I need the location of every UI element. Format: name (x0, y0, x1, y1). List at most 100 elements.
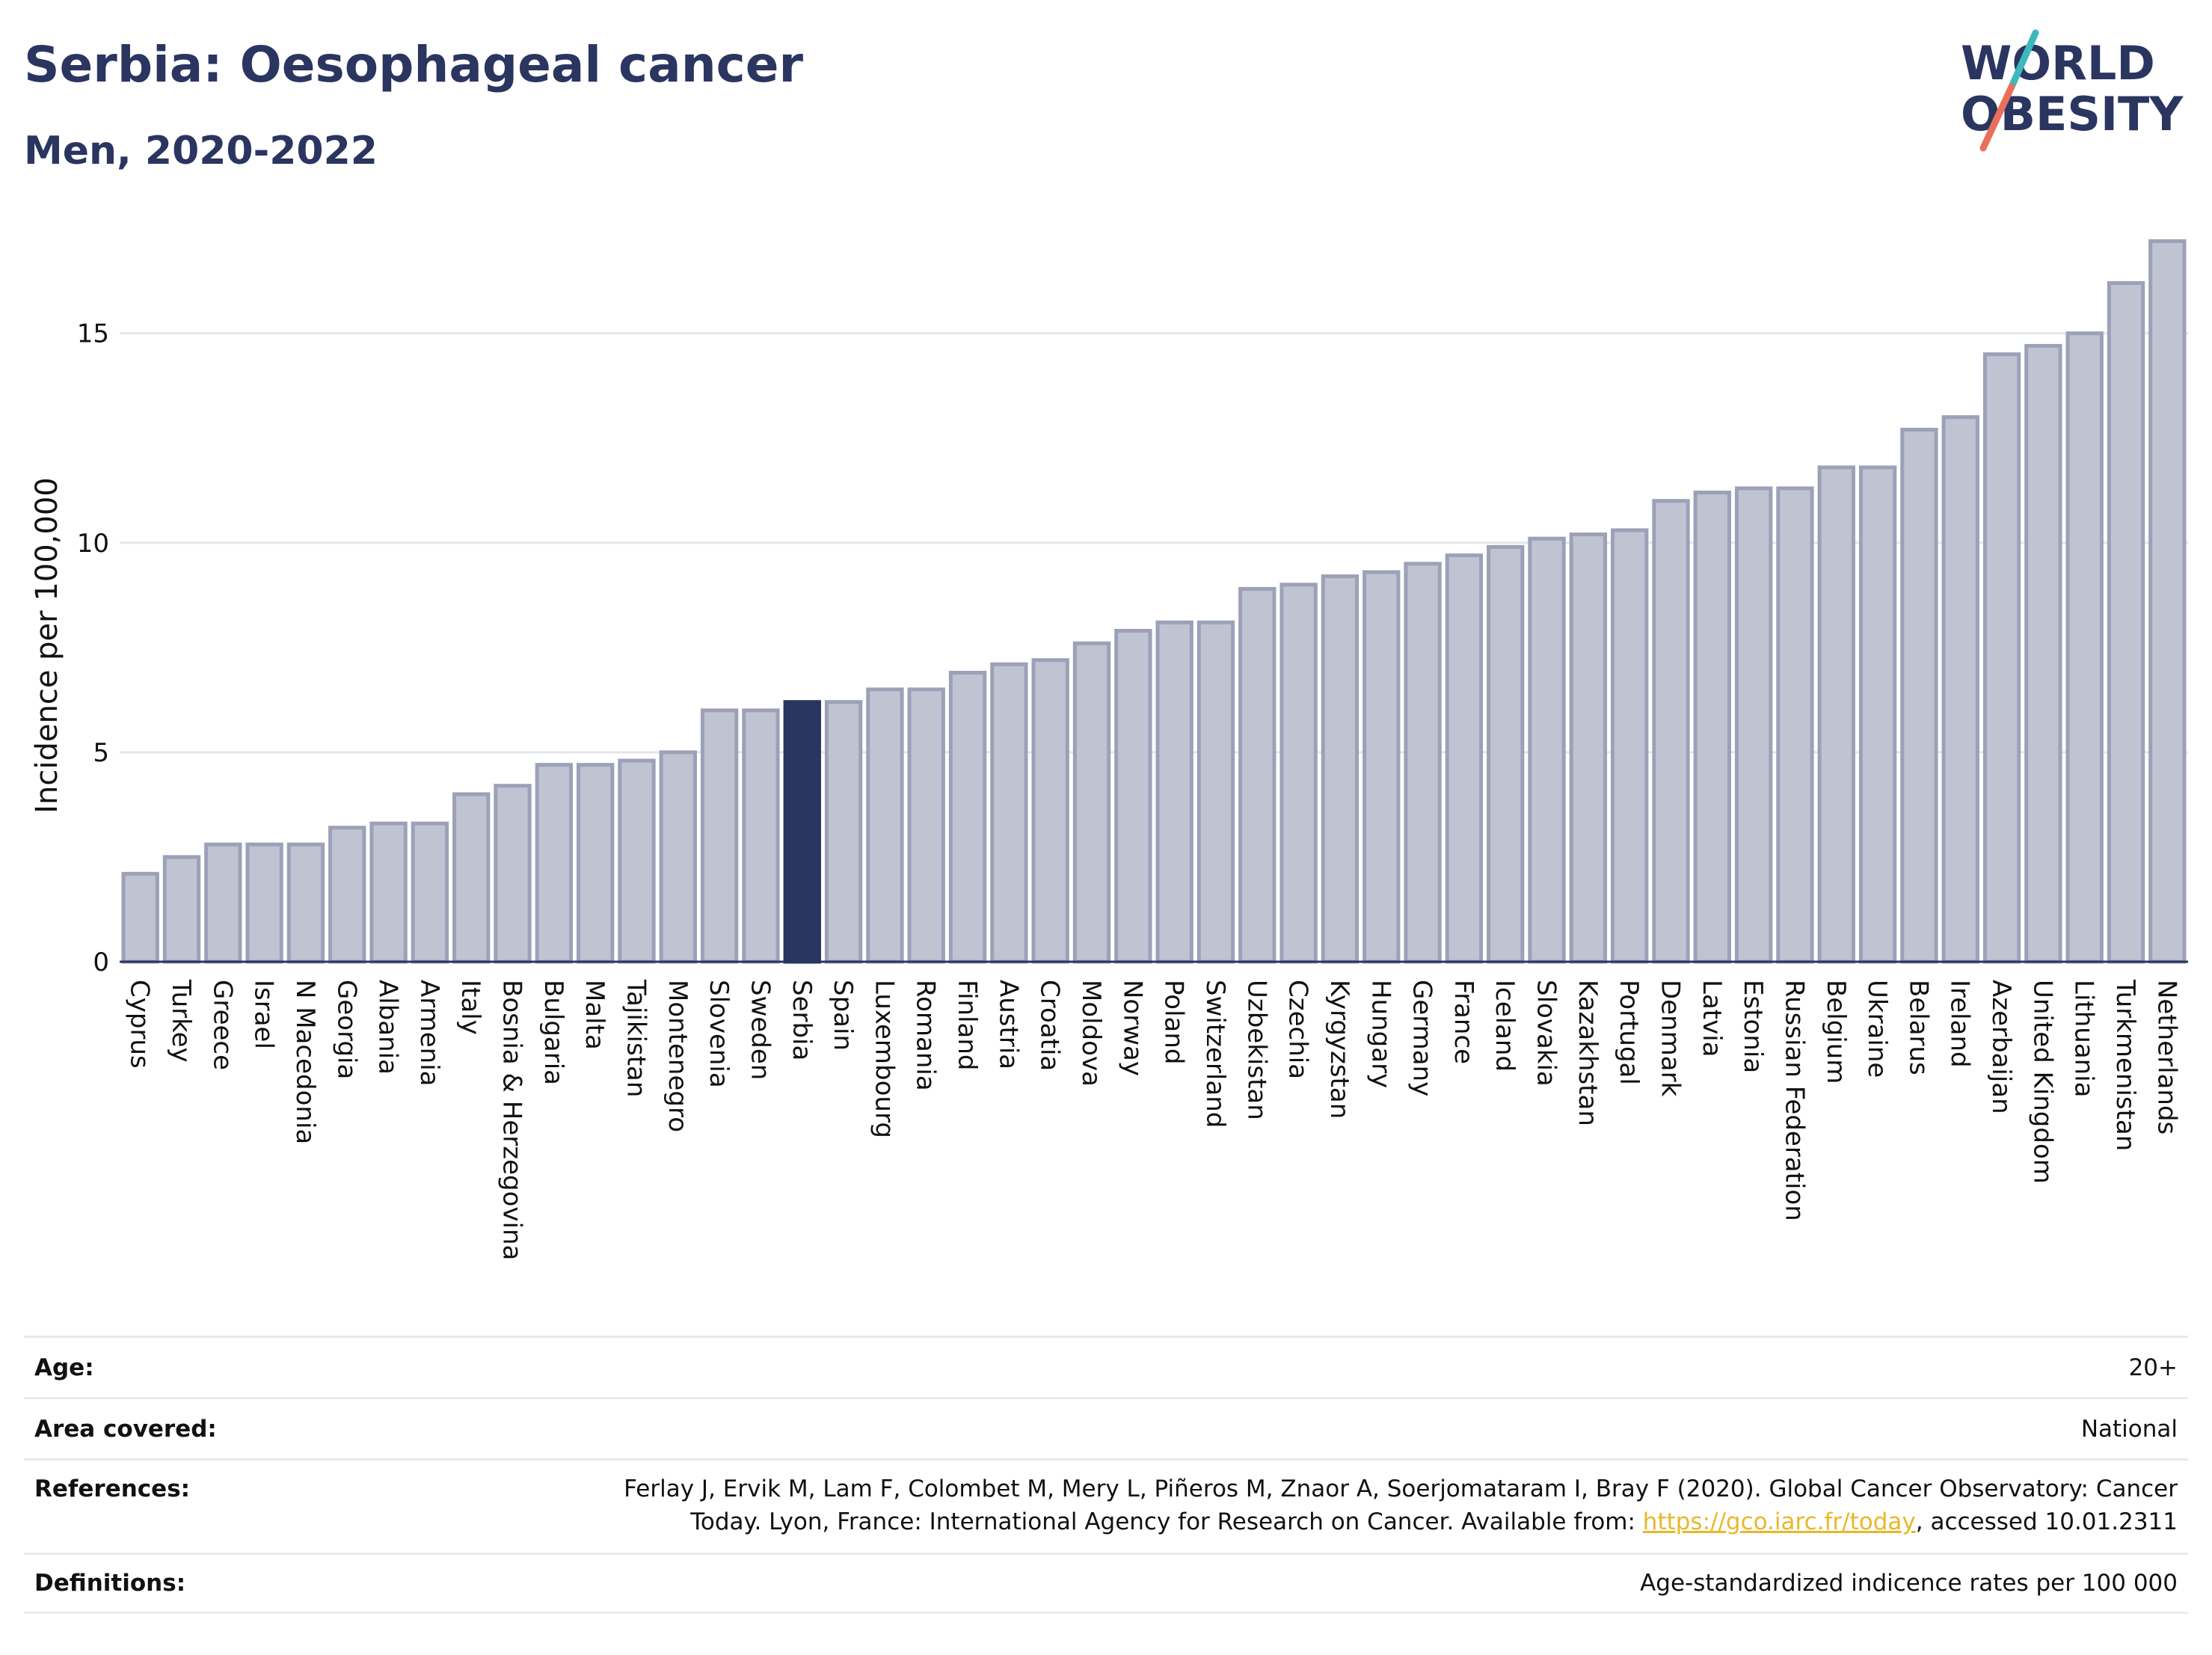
bar-italy (452, 792, 491, 964)
logo-slash-top (2008, 29, 2039, 90)
bar-georgia (328, 826, 366, 964)
bar-ukraine (1858, 465, 1897, 964)
bar-estonia (1734, 486, 1773, 964)
y-tick-label: 10 (77, 529, 109, 559)
meta-row-definitions: Definitions: Age-standardized indicence … (24, 1553, 2188, 1614)
x-tick-label: Greece (207, 980, 237, 1070)
x-tick-label: Czechia (1283, 980, 1313, 1079)
bar-tajikistan (618, 758, 656, 964)
x-tick-label: Sweden (745, 980, 775, 1080)
x-tick-label: Turkmenistan (2110, 979, 2140, 1151)
bar-croatia (1031, 658, 1069, 964)
y-tick-label: 0 (93, 948, 109, 977)
chart-title: Serbia: Oesophageal cancer (24, 36, 804, 93)
x-tick-label: Belarus (1903, 980, 1933, 1075)
bar-austria (990, 662, 1028, 964)
bars (121, 239, 2187, 964)
x-tick-label: Croatia (1035, 980, 1065, 1071)
meta-row-area: Area covered: National (24, 1397, 2188, 1458)
x-tick-label: Poland (1159, 980, 1189, 1065)
bar-chart: 0 5 10 15 Cyprus Turkey Greece Israel N Macedon… (30, 239, 2188, 1260)
meta-row-references: References: Ferlay J, Ervik M, Lam F, Co… (24, 1458, 2188, 1553)
x-tick-label: Azerbaijan (1986, 980, 2016, 1114)
x-tick-label: Kazakhstan (1573, 980, 1603, 1126)
bar-hungary (1362, 570, 1401, 964)
area-label: Area covered: (34, 1415, 217, 1443)
x-tick-label: Lithuania (2069, 980, 2099, 1097)
bar-slovakia (1528, 536, 1566, 964)
bar-portugal (1610, 528, 1649, 964)
x-tick-label: Slovakia (1531, 980, 1561, 1087)
bar-switzerland (1196, 620, 1235, 964)
bar-malta (576, 763, 615, 964)
x-tick-label: Germany (1407, 980, 1437, 1096)
bar-moldova (1072, 641, 1111, 964)
bar-romania (907, 687, 945, 964)
x-tick-label: Norway (1117, 980, 1147, 1076)
bar-france (1445, 553, 1484, 964)
bar-denmark (1652, 499, 1690, 964)
x-tick-label: Kyrgyzstan (1324, 980, 1354, 1119)
y-axis-title: Incidence per 100,000 (30, 477, 64, 814)
x-tick-label: Tajikistan (621, 979, 651, 1097)
x-tick-label: Belgium (1821, 980, 1851, 1084)
bar-belarus (1900, 428, 1938, 964)
x-tick-label: Latvia (1697, 980, 1727, 1057)
bar-montenegro (659, 750, 698, 964)
bar-united-kingdom (2024, 343, 2062, 964)
bar-slovenia (700, 708, 739, 964)
bar-belgium (1817, 465, 1855, 964)
x-tick-label: Spain (828, 980, 858, 1051)
x-tick-label: Italy (455, 980, 485, 1035)
x-tick-label: Ireland (1945, 980, 1975, 1068)
bar-iceland (1487, 544, 1525, 964)
bar-czechia (1279, 583, 1318, 964)
x-tick-label: Montenegro (663, 980, 692, 1132)
bar-armenia (411, 821, 449, 964)
bar-turkmenistan (2107, 280, 2145, 964)
bar-n-macedonia (286, 842, 325, 964)
x-tick-label: Bosnia & Herzegovina (497, 980, 527, 1260)
x-tick-label: Cyprus (125, 980, 155, 1069)
x-tick-label: Estonia (1738, 980, 1768, 1073)
meta-row-age: Age: 20+ (24, 1336, 2188, 1397)
references-line1: Ferlay J, Ervik M, Lam F, Colombet M, Me… (624, 1476, 2178, 1502)
x-tick-label: Denmark (1656, 980, 1686, 1097)
bar-serbia (783, 700, 821, 964)
bar-luxembourg (866, 687, 904, 964)
x-tick-label: Serbia (787, 980, 817, 1060)
x-tick-label: Finland (952, 980, 982, 1071)
x-tick-label: Netherlands (2151, 980, 2181, 1134)
definitions-value: Age-standardized indicence rates per 100… (1640, 1570, 2178, 1597)
x-tick-label: Bulgaria (538, 980, 568, 1085)
bar-sweden (742, 708, 780, 964)
bar-bulgaria (535, 763, 574, 964)
x-tick-label: Armenia (414, 980, 444, 1087)
chart-subtitle: Men, 2020-2022 (24, 129, 378, 174)
x-tick-label: Austria (993, 980, 1023, 1069)
x-tick-label: Turkey (166, 979, 196, 1063)
logo-text-world: WORLD (1961, 36, 2155, 90)
bar-azerbaijan (1982, 352, 2021, 964)
references-link[interactable]: https://gco.iarc.fr/today (1642, 1508, 1916, 1535)
bar-lithuania (2065, 331, 2104, 964)
x-tick-label: Moldova (1076, 980, 1106, 1087)
bar-norway (1114, 628, 1152, 964)
bar-cyprus (121, 871, 159, 964)
bar-kazakhstan (1569, 532, 1608, 964)
x-tick-label: Portugal (1614, 980, 1644, 1085)
bar-poland (1155, 620, 1193, 964)
references-value: Ferlay J, Ervik M, Lam F, Colombet M, Me… (624, 1473, 2178, 1538)
definitions-label: Definitions: (34, 1570, 186, 1597)
x-tick-label: France (1448, 980, 1478, 1064)
bar-israel (245, 842, 283, 964)
bar-netherlands (2148, 239, 2187, 964)
bar-uzbekistan (1238, 586, 1276, 964)
bar-finland (948, 670, 987, 964)
area-value: National (2080, 1415, 2178, 1443)
x-tick-label: Georgia (331, 980, 361, 1079)
metadata-table: Age: 20+ Area covered: National Referenc… (24, 1336, 2188, 1614)
references-line2-pre: Today. Lyon, France: International Agenc… (690, 1508, 1643, 1535)
bar-germany (1404, 562, 1442, 964)
bar-albania (369, 821, 408, 964)
